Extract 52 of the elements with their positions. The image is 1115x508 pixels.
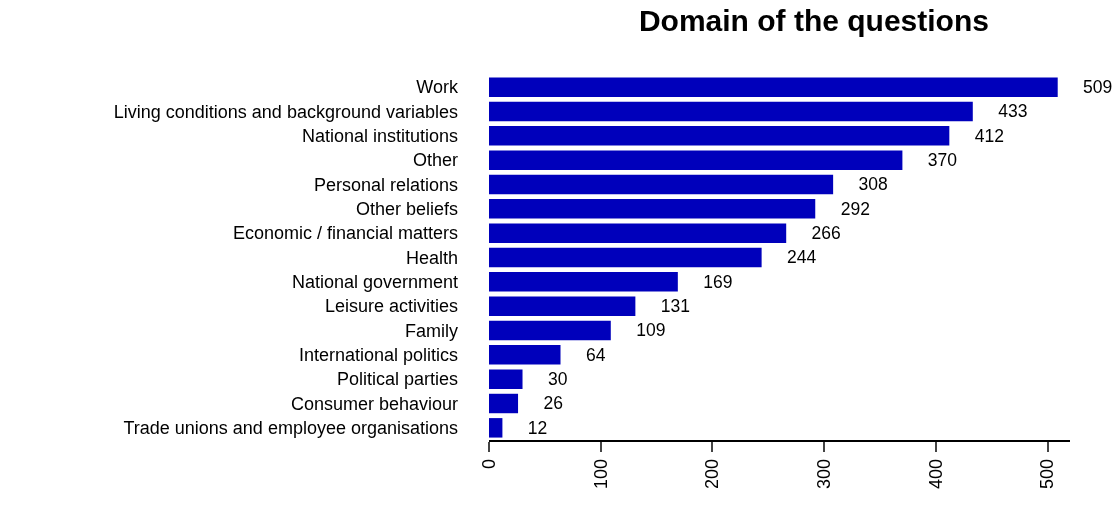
data-label: 64 <box>563 344 606 365</box>
data-label: 244 <box>764 247 817 268</box>
bar <box>489 101 973 122</box>
y-tick-label: National institutions <box>301 126 458 147</box>
data-label: 12 <box>505 417 548 438</box>
y-tick-label: Other <box>412 150 458 171</box>
x-tick-label: 0 <box>478 458 499 469</box>
x-tick-label: 200 <box>702 458 723 489</box>
bar <box>489 199 816 219</box>
y-tick-label: Leisure activities <box>324 296 458 317</box>
y-tick-label: Living conditions and background variables <box>113 101 458 122</box>
y-tick-label: Political parties <box>336 369 458 390</box>
y-tick-label: Family <box>405 320 458 341</box>
y-tick-label: Consumer behaviour <box>290 393 458 414</box>
x-tick-label: 400 <box>925 458 946 489</box>
bar <box>489 150 903 170</box>
data-label: 370 <box>905 150 958 171</box>
bar <box>489 174 834 195</box>
data-label: 109 <box>613 320 666 341</box>
bar <box>489 223 787 243</box>
data-label: 131 <box>638 296 690 317</box>
data-label: 266 <box>789 223 841 244</box>
y-tick-label: Other beliefs <box>355 199 458 220</box>
bar <box>489 345 561 365</box>
y-tick-label: Personal relations <box>313 174 458 195</box>
data-label: 308 <box>836 174 888 195</box>
x-tick-label: 300 <box>814 458 835 489</box>
y-tick-label: International politics <box>298 345 458 366</box>
bar <box>489 272 678 292</box>
y-tick-label: Health <box>405 247 458 268</box>
y-tick-label: Trade unions and employee organisations <box>123 418 458 439</box>
chart-title: Domain of the questions <box>638 4 989 38</box>
bar <box>489 77 1058 97</box>
x-tick-label: 500 <box>1037 458 1058 489</box>
bar <box>489 393 519 414</box>
bar <box>489 418 503 438</box>
bar <box>489 126 950 146</box>
x-tick-label: 100 <box>590 458 611 489</box>
bar <box>489 320 611 341</box>
bar <box>489 296 636 316</box>
data-label: 169 <box>680 271 733 292</box>
data-label: 509 <box>1060 77 1113 98</box>
data-label: 433 <box>975 101 1028 122</box>
data-label: 292 <box>818 198 870 219</box>
data-label: 412 <box>952 125 1004 146</box>
y-tick-label: Work <box>416 77 459 98</box>
bar <box>489 247 762 268</box>
bar <box>489 369 523 389</box>
data-label: 26 <box>521 393 563 414</box>
y-tick-label: Economic / financial matters <box>232 223 458 244</box>
y-tick-label: National government <box>291 272 458 293</box>
data-label: 30 <box>525 369 568 390</box>
